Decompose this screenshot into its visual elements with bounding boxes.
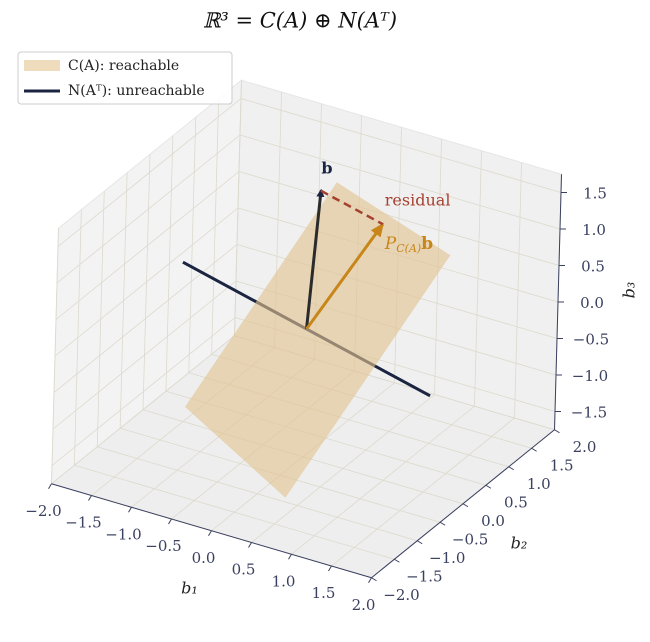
projection-label: PC(A)b xyxy=(384,234,433,256)
z-tick-label: −1.0 xyxy=(572,367,608,385)
legend-patch xyxy=(24,60,60,71)
x-tick-label: −0.5 xyxy=(145,537,181,555)
grid-line xyxy=(55,171,240,320)
grid-line xyxy=(51,317,236,466)
y-tick-label: −1.5 xyxy=(406,567,442,585)
y-tick-label: −0.5 xyxy=(452,530,488,548)
axis-line xyxy=(51,483,372,579)
legend-label: N(Aᵀ): unreachable xyxy=(68,83,205,99)
labels: −2.0−1.5−1.0−0.50.00.51.01.52.0−2.0−1.5−… xyxy=(25,174,639,614)
y-tick xyxy=(554,429,560,434)
z-tick-label: −1.5 xyxy=(571,404,607,422)
grid-line xyxy=(97,446,418,542)
y-tick xyxy=(439,521,446,526)
z-tick-label: 0.5 xyxy=(581,258,605,276)
grid-line xyxy=(56,134,241,284)
y-axis-label: b₂ xyxy=(511,533,528,552)
x-tick xyxy=(248,542,252,548)
y-tick xyxy=(416,540,423,545)
chart-title: ℝ³ = C(A) ⊕ N(Aᵀ) xyxy=(203,9,397,33)
x-tick-label: −1.5 xyxy=(65,514,101,532)
x-tick-label: 1.0 xyxy=(272,572,296,590)
legend-box xyxy=(17,51,233,105)
y-tick-label: −2.0 xyxy=(383,586,419,604)
x-tick xyxy=(208,530,212,537)
projection-label-part: C(A) xyxy=(396,242,421,255)
y-tick-label: 0.5 xyxy=(504,493,528,511)
x-tick xyxy=(48,483,52,490)
projection-label-part: b xyxy=(421,234,433,254)
x-tick-label: 0.5 xyxy=(232,561,256,579)
y-tick xyxy=(485,484,492,489)
z-tick-label: 0.0 xyxy=(580,294,604,312)
grid-line xyxy=(238,171,560,266)
projection-label-part: P xyxy=(384,234,397,254)
column-space-plane xyxy=(185,182,451,498)
x-tick-label: 2.0 xyxy=(352,596,376,614)
axis-line xyxy=(554,174,562,430)
z-tick-label: 1.0 xyxy=(582,221,606,239)
y-tick-label: −1.0 xyxy=(429,549,465,567)
vector-b-label: b xyxy=(321,158,332,177)
grid-line xyxy=(52,280,237,430)
z-tick-label: −0.5 xyxy=(573,331,609,349)
z-axis-label: b₃ xyxy=(620,282,639,299)
grid-line xyxy=(239,134,561,230)
residual-line xyxy=(320,189,384,226)
grid-line xyxy=(57,98,242,247)
legend-label: C(A): reachable xyxy=(68,58,179,74)
y-tick xyxy=(394,558,400,563)
x-tick-label: −1.0 xyxy=(105,525,141,543)
y-tick-label: 1.0 xyxy=(527,475,551,493)
x-tick-label: −2.0 xyxy=(25,502,61,520)
x-tick-label: 0.0 xyxy=(192,549,216,567)
x-tick xyxy=(288,553,292,560)
y-tick xyxy=(508,466,515,471)
x-tick xyxy=(128,506,132,513)
y-tick xyxy=(462,503,469,508)
projection-vector xyxy=(305,222,385,330)
grid-line xyxy=(54,207,239,357)
x-axis-label: b₁ xyxy=(181,578,198,597)
x-tick xyxy=(88,495,92,501)
vector-b xyxy=(305,188,325,330)
grid-line xyxy=(74,464,395,560)
x-tick xyxy=(168,518,172,525)
y-tick-label: 2.0 xyxy=(573,438,597,456)
legend: C(A): reachable N(Aᵀ): unreachable xyxy=(17,51,233,105)
residual-label: residual xyxy=(385,191,451,210)
y-tick-label: 0.0 xyxy=(481,512,505,530)
x-tick xyxy=(328,565,332,572)
grid-line xyxy=(240,98,562,193)
axis-line xyxy=(371,429,555,579)
y-tick xyxy=(371,577,377,582)
y-tick xyxy=(531,447,537,452)
y-tick-label: 1.5 xyxy=(550,456,574,474)
z-tick-label: 1.5 xyxy=(583,185,607,203)
x-tick-label: 1.5 xyxy=(312,584,336,602)
x-tick xyxy=(368,577,372,584)
grid-line xyxy=(53,244,238,393)
